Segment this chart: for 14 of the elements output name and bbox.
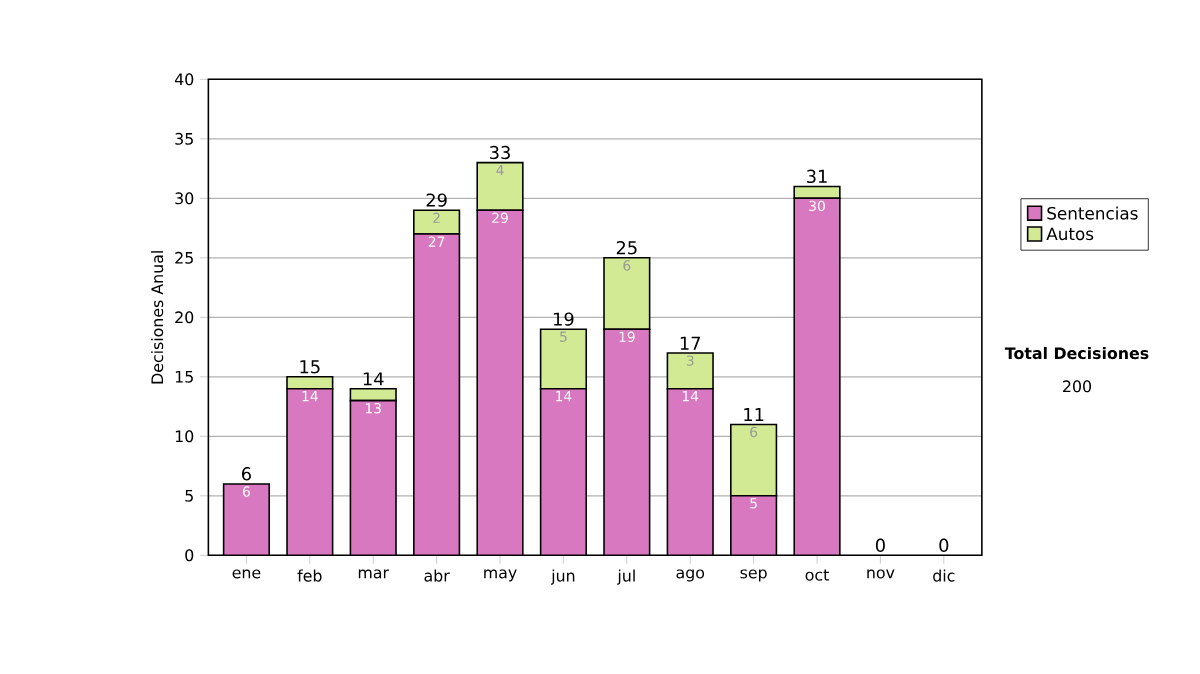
total-label: 0 bbox=[939, 538, 949, 552]
total-label: 19 bbox=[554, 312, 574, 326]
legend-label: Autos bbox=[1046, 227, 1094, 241]
total-label: 33 bbox=[490, 145, 510, 160]
total-label: 11 bbox=[744, 407, 764, 421]
legend-label: Sentencias bbox=[1047, 206, 1138, 220]
total-label: 14 bbox=[363, 372, 384, 386]
total-label: 29 bbox=[426, 193, 447, 207]
total-label: 6 bbox=[242, 466, 251, 481]
total-label: 0 bbox=[875, 538, 885, 552]
total-label: 17 bbox=[680, 336, 701, 350]
total-label: 31 bbox=[807, 169, 827, 183]
total-label: 15 bbox=[300, 360, 320, 374]
total-label: 25 bbox=[616, 240, 637, 255]
